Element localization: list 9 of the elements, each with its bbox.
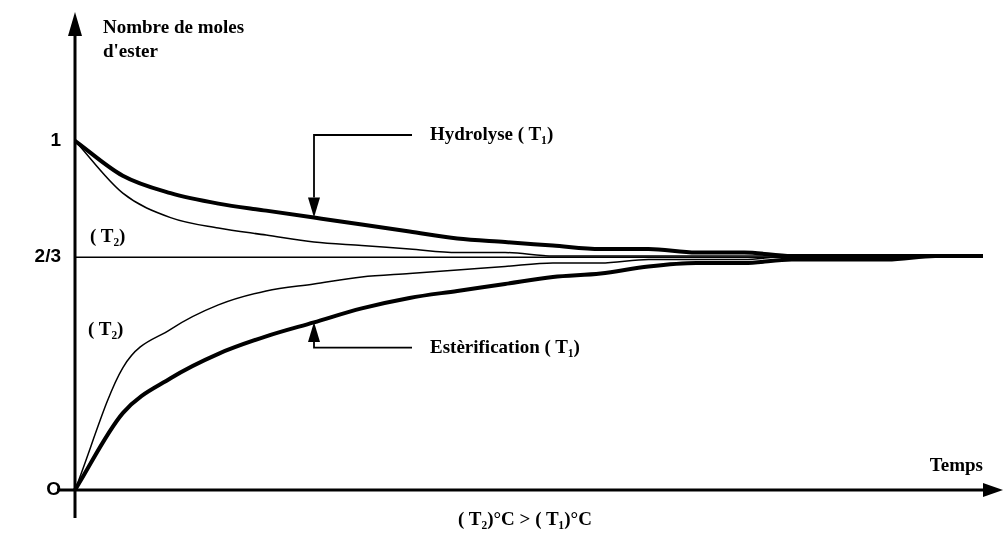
text: Hydrolyse ( T₁) bbox=[430, 122, 554, 145]
x-axis-title: Temps bbox=[929, 453, 983, 475]
y-tick-label: 2/3 bbox=[34, 245, 61, 267]
text: ( T₂)°C > ( T₁)°C bbox=[458, 507, 592, 530]
text: Estèrification ( T₁) bbox=[430, 335, 580, 358]
series-label: ( T₂) bbox=[90, 224, 126, 247]
y-axis-title: Nombre de moles d'ester bbox=[103, 15, 245, 61]
series-label: ( T₂) bbox=[88, 317, 124, 340]
y-tick-label: 1 bbox=[50, 129, 62, 150]
